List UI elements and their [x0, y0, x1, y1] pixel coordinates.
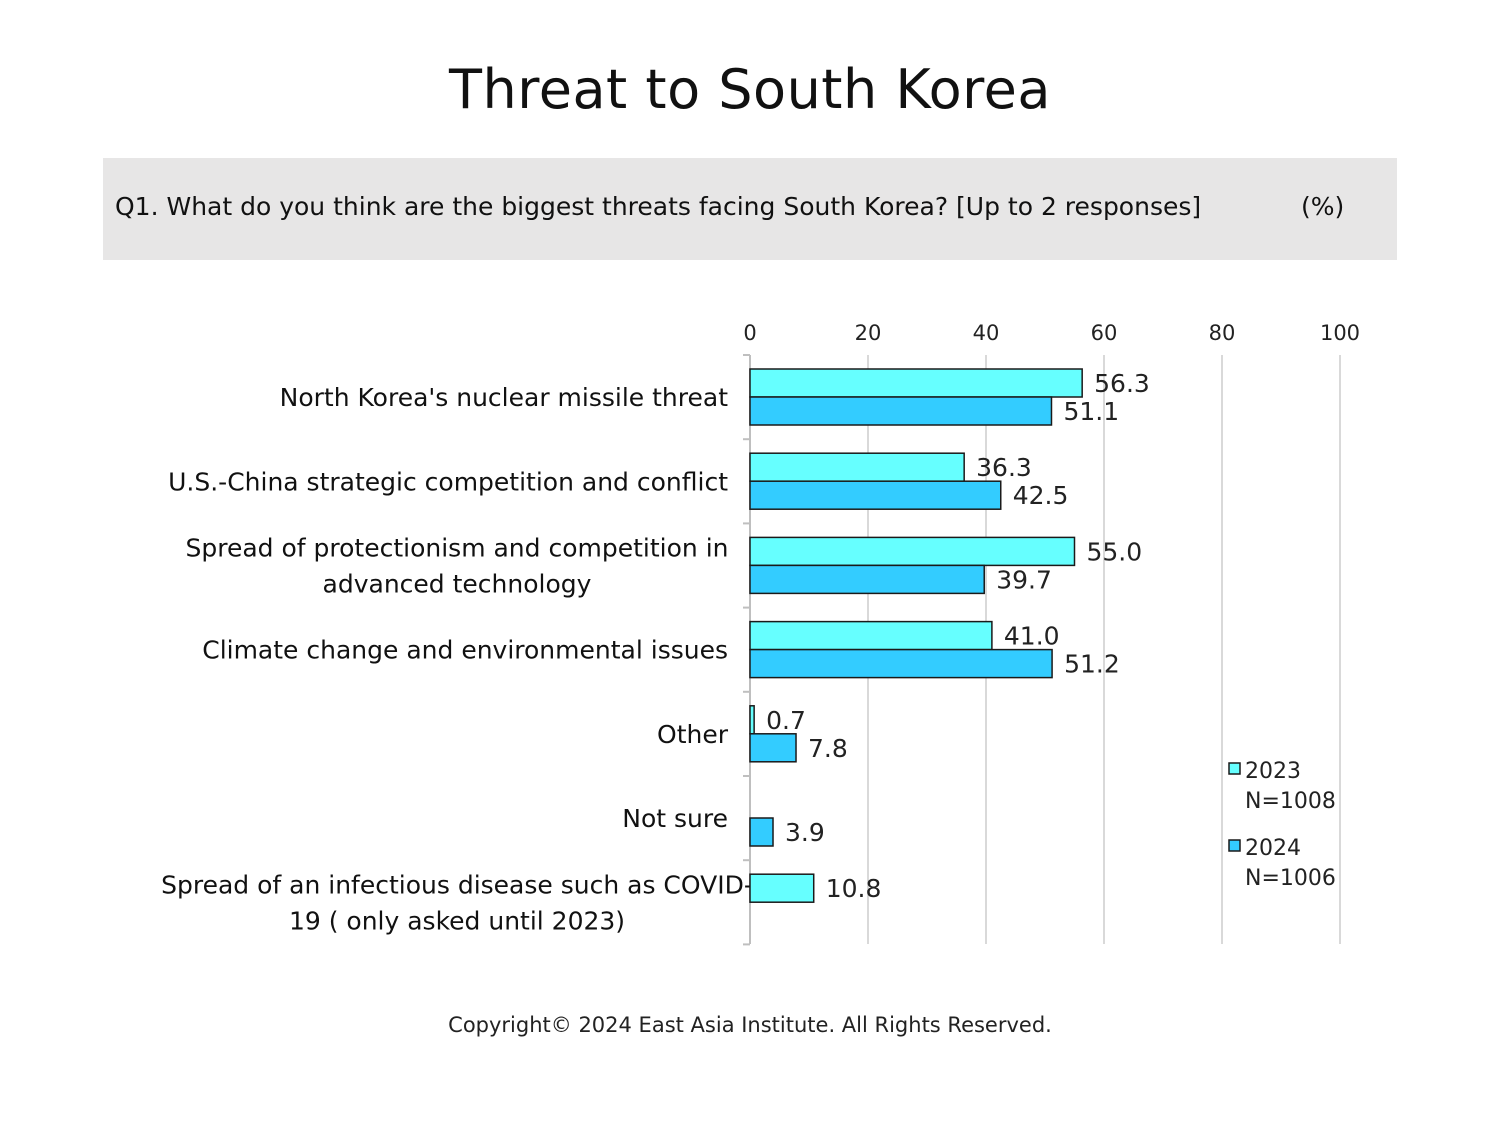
category-label: 19 ( only asked until 2023)	[289, 906, 625, 935]
bar-2024	[749, 733, 797, 763]
category-label: U.S.-China strategic competition and con…	[168, 467, 728, 496]
legend-note: N=1008	[1245, 789, 1336, 814]
legend-label: 2023	[1245, 759, 1301, 784]
bar-2024	[749, 564, 985, 595]
data-label: 51.1	[1063, 397, 1119, 426]
unit-label: (%)	[1301, 192, 1345, 221]
data-label: 7.8	[808, 734, 848, 763]
category-label: Spread of protectionism and competition …	[185, 534, 728, 563]
data-label: 41.0	[1004, 622, 1060, 651]
data-label: 42.5	[1013, 481, 1069, 510]
data-label: 55.0	[1087, 537, 1143, 566]
question-text: Q1. What do you think are the biggest th…	[115, 192, 1202, 221]
bar-2023	[749, 536, 1076, 567]
bar-2023	[749, 368, 1083, 398]
x-tick-label: 100	[1320, 321, 1360, 345]
data-label: 56.3	[1094, 369, 1150, 398]
legend-label: 2024	[1245, 836, 1301, 861]
x-tick-label: 80	[1209, 321, 1236, 345]
bar-2023	[749, 873, 815, 903]
data-label: 36.3	[976, 453, 1032, 482]
category-label: advanced technology	[323, 570, 592, 599]
category-label: Climate change and environmental issues	[202, 636, 728, 665]
question-banner: Q1. What do you think are the biggest th…	[103, 158, 1397, 260]
bar-2024	[749, 817, 774, 847]
bar-2023	[749, 620, 993, 651]
data-label: 10.8	[826, 874, 882, 903]
x-tick-label: 0	[743, 321, 756, 345]
bar-2024	[749, 396, 1053, 426]
data-label: 3.9	[785, 818, 825, 847]
data-label: 0.7	[766, 706, 806, 735]
x-tick-label: 40	[973, 321, 1000, 345]
copyright-footer: Copyright© 2024 East Asia Institute. All…	[448, 1013, 1052, 1037]
data-label: 39.7	[996, 565, 1052, 594]
bar-2023	[749, 705, 755, 735]
category-label: Spread of an infectious disease such as …	[161, 870, 753, 899]
data-label: 51.2	[1064, 650, 1120, 679]
bar-2024	[749, 648, 1053, 679]
bar-2024	[749, 480, 1002, 510]
legend-swatch-2024	[1228, 839, 1241, 852]
legend-swatch-2023	[1228, 762, 1241, 775]
bar-2023	[749, 452, 965, 482]
category-label: Not sure	[622, 804, 728, 833]
x-tick-label: 20	[855, 321, 882, 345]
x-tick-label: 60	[1091, 321, 1118, 345]
chart-title: Threat to South Korea	[449, 58, 1051, 121]
category-label: North Korea's nuclear missile threat	[280, 383, 729, 412]
category-label: Other	[657, 720, 729, 749]
legend-note: N=1006	[1245, 866, 1336, 891]
